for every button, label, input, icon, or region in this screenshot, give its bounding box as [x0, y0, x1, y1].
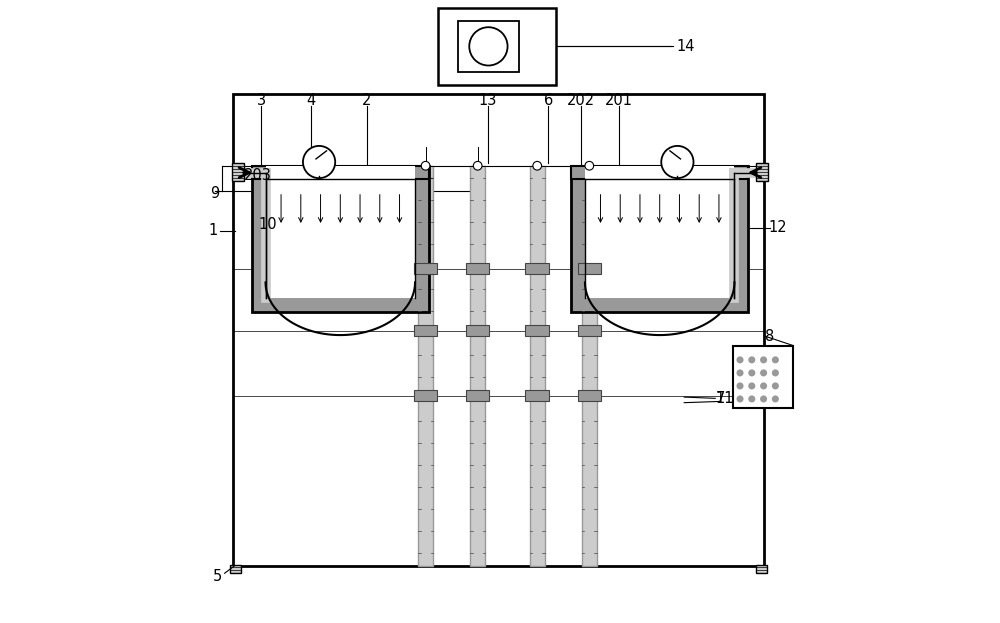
Circle shape [761, 383, 766, 388]
Bar [756, 163, 768, 181]
Circle shape [761, 396, 766, 401]
Text: 2: 2 [362, 93, 371, 108]
Circle shape [773, 396, 778, 401]
Bar [582, 166, 597, 566]
Text: 201: 201 [605, 93, 633, 108]
Text: 12: 12 [769, 221, 787, 235]
Bar [232, 163, 244, 181]
Text: 13: 13 [478, 93, 497, 108]
Bar [756, 564, 767, 573]
Bar [414, 263, 437, 274]
Circle shape [473, 161, 482, 170]
Text: 1: 1 [209, 224, 218, 239]
Text: 8: 8 [765, 329, 774, 344]
Bar [525, 390, 549, 401]
Circle shape [761, 371, 766, 376]
Bar [418, 166, 433, 566]
Bar [578, 390, 601, 401]
Bar [578, 263, 601, 274]
Text: 7: 7 [715, 391, 725, 406]
Circle shape [469, 27, 508, 65]
Text: 4: 4 [306, 93, 315, 108]
Text: 3: 3 [257, 93, 266, 108]
Circle shape [749, 383, 754, 388]
Text: 5: 5 [213, 569, 222, 584]
Circle shape [421, 161, 430, 170]
Circle shape [585, 161, 594, 170]
Bar [414, 390, 437, 401]
Circle shape [738, 396, 743, 401]
Text: 10: 10 [258, 217, 277, 232]
Bar [733, 346, 793, 407]
Circle shape [749, 396, 754, 401]
Bar [438, 7, 556, 85]
Bar [466, 390, 489, 401]
Text: 14: 14 [677, 39, 695, 54]
Text: 203: 203 [244, 168, 272, 183]
Text: 202: 202 [567, 93, 595, 108]
Bar [458, 21, 519, 72]
Text: 6: 6 [544, 93, 553, 108]
Circle shape [773, 371, 778, 376]
Circle shape [738, 358, 743, 363]
Circle shape [761, 358, 766, 363]
Bar [470, 166, 485, 566]
Bar [414, 325, 437, 336]
Bar [571, 166, 748, 179]
Bar [252, 166, 429, 312]
Bar [530, 166, 545, 566]
Bar [466, 263, 489, 274]
Circle shape [773, 358, 778, 363]
Circle shape [749, 371, 754, 376]
Bar [571, 166, 748, 312]
Circle shape [773, 383, 778, 388]
Bar [585, 166, 734, 298]
Bar [266, 166, 415, 298]
Bar [525, 325, 549, 336]
Text: 11: 11 [715, 391, 734, 406]
Circle shape [661, 146, 694, 178]
Bar [525, 263, 549, 274]
Bar [252, 166, 429, 179]
Circle shape [303, 146, 335, 178]
Bar [233, 95, 764, 566]
Circle shape [738, 371, 743, 376]
Circle shape [738, 383, 743, 388]
Circle shape [749, 358, 754, 363]
Bar [466, 325, 489, 336]
Text: 9: 9 [210, 186, 219, 201]
Bar [230, 564, 241, 573]
Bar [578, 325, 601, 336]
Circle shape [533, 161, 542, 170]
